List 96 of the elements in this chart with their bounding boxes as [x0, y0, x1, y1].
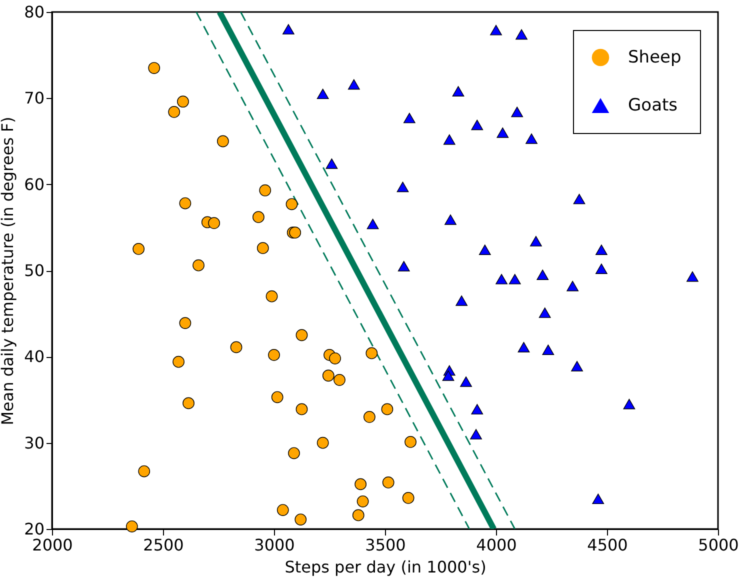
point [266, 290, 278, 302]
point [322, 370, 334, 382]
y-tick-label: 20 [24, 520, 44, 538]
y-tick-label: 50 [24, 261, 44, 280]
legend-label: Goats [628, 96, 678, 116]
point [177, 96, 189, 108]
point [168, 106, 180, 118]
point [402, 492, 414, 504]
y-tick-label: 70 [24, 88, 44, 108]
point [356, 496, 369, 508]
point [496, 127, 509, 138]
point [252, 211, 264, 224]
point [496, 274, 508, 284]
point [192, 259, 204, 272]
y-tick-label: 80 [24, 2, 44, 22]
point [471, 120, 484, 130]
point [208, 217, 220, 230]
point [452, 86, 464, 96]
point [444, 214, 456, 225]
x-axis-title: Steps per day (in 1000's) [284, 558, 486, 576]
point [286, 198, 298, 210]
point [403, 112, 416, 124]
point [536, 270, 549, 280]
point [217, 135, 229, 148]
point [172, 356, 184, 368]
point [132, 243, 145, 255]
x-tick-label: 3500 [365, 536, 406, 554]
x-tick-label: 5000 [698, 536, 739, 554]
y-tick-label: 30 [24, 433, 44, 452]
point [271, 391, 284, 404]
point [382, 476, 394, 488]
point [289, 226, 302, 239]
point [352, 509, 364, 522]
point [288, 447, 300, 460]
y-tick-label: 40 [24, 347, 44, 366]
point [398, 261, 410, 272]
point [490, 24, 502, 36]
point [470, 429, 482, 440]
point [573, 194, 586, 204]
point [526, 133, 538, 144]
point [404, 436, 416, 448]
point [296, 403, 308, 416]
point [538, 308, 551, 318]
point [230, 341, 242, 354]
point [326, 158, 338, 169]
x-tick-label: 3000 [254, 536, 295, 554]
point [179, 197, 192, 210]
point [508, 274, 521, 284]
point [354, 478, 367, 490]
point [443, 134, 456, 145]
point [478, 244, 491, 256]
point [329, 352, 341, 364]
point [623, 398, 636, 410]
legend-label: Sheep [628, 48, 682, 68]
point [592, 494, 604, 504]
point [518, 342, 530, 352]
point [148, 62, 160, 74]
point [256, 242, 269, 254]
point [138, 465, 150, 478]
point [511, 106, 524, 118]
x-tick-label: 4000 [476, 536, 517, 554]
point [542, 344, 554, 355]
point [259, 184, 272, 196]
point [364, 411, 376, 423]
point [530, 236, 542, 246]
point [126, 520, 138, 532]
point [460, 376, 472, 387]
x-tick-label: 2000 [32, 536, 73, 554]
point [566, 280, 579, 292]
point [179, 317, 192, 329]
point [316, 88, 329, 100]
point [316, 436, 329, 449]
x-tick-label: 4500 [587, 536, 628, 554]
y-axis-title: Mean daily temperature (in degrees F) [0, 116, 18, 426]
x-tick-label: 2500 [143, 536, 184, 554]
point [596, 244, 608, 256]
y-tick-label: 60 [24, 174, 44, 194]
point [334, 374, 346, 386]
point [182, 397, 194, 410]
point [268, 349, 280, 361]
point [366, 347, 378, 360]
point [366, 218, 379, 230]
point [516, 29, 528, 40]
point [596, 264, 608, 274]
point [348, 79, 360, 90]
point [381, 403, 394, 416]
point [276, 504, 289, 516]
point [456, 295, 468, 306]
point [442, 370, 454, 381]
point [396, 182, 409, 192]
point [571, 360, 583, 372]
point [294, 514, 307, 526]
point [686, 271, 698, 282]
point [282, 24, 294, 34]
point [296, 329, 308, 342]
point [471, 404, 484, 414]
